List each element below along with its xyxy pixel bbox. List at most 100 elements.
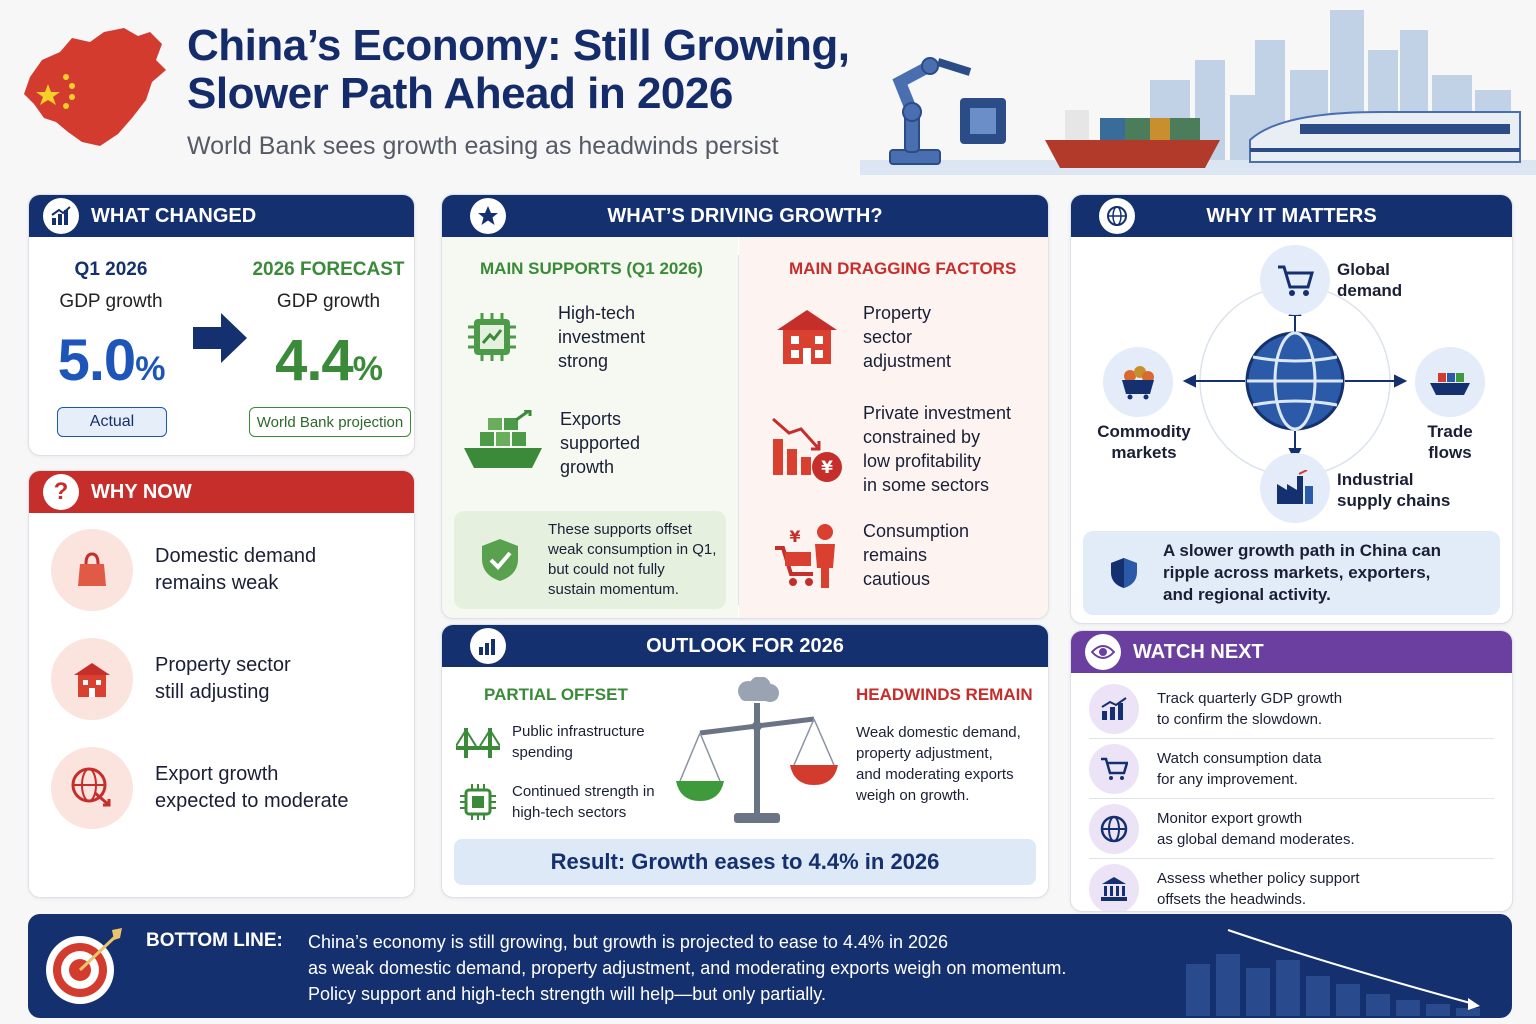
bottom-line-sentence: as weak domestic demand, property adjust…: [308, 958, 1067, 978]
q1-gdp-column: Q1 2026 GDP growth 5.0%: [41, 259, 181, 394]
q1-label: Q1 2026: [74, 259, 148, 280]
watch-next-item: Watch consumption data for any improvemen…: [1089, 739, 1494, 799]
driving-growth-header: WHAT’S DRIVING GROWTH?: [442, 195, 1048, 237]
forecast-label: 2026 FORECAST: [252, 259, 405, 280]
header-title-block: China’s Economy: Still Growing, Slower P…: [187, 22, 907, 161]
supports-heading: MAIN SUPPORTS (Q1 2026): [480, 259, 703, 278]
bullet-train-icon: [1249, 111, 1521, 163]
support-line: strong: [558, 351, 609, 371]
support-line: Exports: [560, 409, 622, 429]
q1-gdp-value: 5.0%: [57, 328, 166, 393]
bottom-line-label: BOTTOM LINE:: [146, 930, 283, 951]
building-icon: [777, 310, 837, 364]
watch-line: Monitor export growth: [1157, 809, 1303, 827]
bridge-icon: [456, 728, 500, 758]
support-item: Exports supported growth: [460, 407, 640, 479]
note-line: A slower growth path in China can: [1163, 541, 1442, 560]
driving-growth-card: WHAT’S DRIVING GROWTH? MAIN SUPPORTS (Q1…: [441, 194, 1049, 619]
watch-next-card: WATCH NEXT Track quarterly GDP growth to …: [1070, 630, 1513, 912]
node-commodity-markets: Commodity markets: [1097, 422, 1191, 462]
right-arrow-icon: [193, 313, 247, 363]
bottom-line-text: China’s economy is still growing, but gr…: [308, 929, 1148, 1007]
headwinds-line: property adjustment,: [856, 745, 993, 762]
q1-sub-label: GDP growth: [59, 291, 163, 312]
drag-line: remains: [863, 545, 928, 565]
partial-offset-heading: PARTIAL OFFSET: [484, 685, 628, 704]
node-trade-flows: Trade flows: [1427, 422, 1473, 462]
why-now-line: Export growth: [155, 763, 279, 785]
forecast-gdp-column: 2026 FORECAST GDP growth 4.4%: [251, 259, 406, 394]
page-subtitle: World Bank sees growth easing as headwin…: [187, 132, 779, 160]
why-it-matters-header: WHY IT MATTERS: [1071, 195, 1512, 237]
robot-arm-icon: [889, 57, 972, 165]
drag-line: low profitability: [863, 451, 982, 471]
watch-line: Assess whether policy support: [1157, 870, 1360, 887]
support-line: supported: [560, 433, 641, 453]
chip-chart-icon: [468, 313, 516, 361]
connection-diagram: [1182, 285, 1408, 477]
central-globe-icon: [1245, 331, 1345, 431]
offset-line: spending: [512, 744, 573, 761]
why-now-header: ? WHY NOW: [29, 471, 414, 513]
drag-item: Property sector adjustment: [773, 301, 951, 373]
svg-text:¥: ¥: [821, 458, 833, 478]
shield-icon: [1111, 558, 1137, 588]
drag-line: sector: [863, 327, 913, 347]
headwinds-text: Weak domestic demand, property adjustmen…: [856, 722, 1021, 806]
drag-item: ¥ Consumption remains cautious: [773, 519, 969, 591]
headwinds-line: Weak domestic demand,: [856, 724, 1021, 741]
support-line: High-tech: [558, 303, 636, 323]
why-now-title: WHY NOW: [91, 480, 192, 503]
driving-growth-title: WHAT’S DRIVING GROWTH?: [607, 204, 883, 227]
watch-next-title: WATCH NEXT: [1133, 640, 1264, 663]
offset-item: Public infrastructure spending: [456, 721, 645, 763]
panel-divider: [738, 255, 739, 605]
offset-line: Public infrastructure: [512, 723, 645, 740]
question-mark-icon: ?: [43, 474, 79, 510]
note-line: but could not fully: [548, 561, 665, 578]
why-now-line: expected to moderate: [155, 790, 349, 812]
note-line: weak consumption in Q1,: [548, 541, 717, 558]
cargo-ship-icon: [464, 410, 542, 468]
dragging-heading: MAIN DRAGGING FACTORS: [789, 259, 1017, 278]
what-changed-title: WHAT CHANGED: [91, 204, 257, 227]
cart-icon: [1260, 245, 1330, 315]
drag-line: in some sectors: [863, 475, 990, 495]
drag-line: cautious: [863, 569, 931, 589]
why-it-matters-card: WHY IT MATTERS Global demand Commodity mar…: [1070, 194, 1513, 624]
drag-item: ¥ Private investment constrained by low pr…: [771, 401, 1011, 497]
watch-line: to confirm the slowdown.: [1157, 710, 1323, 728]
watch-line: for any improvement.: [1157, 770, 1298, 788]
why-now-line: Domestic demand: [155, 545, 317, 567]
bar-chart-icon: [470, 628, 506, 664]
supports-panel: MAIN SUPPORTS (Q1 2026) High-tech investm…: [442, 237, 738, 618]
globe-down-icon: [51, 747, 133, 829]
target-arrow-icon: [46, 928, 122, 1004]
factory-icon: [1260, 453, 1330, 523]
title-line-2: Slower Path Ahead in 2026: [187, 69, 733, 118]
globe-icon: [1089, 803, 1139, 854]
trade-ship-icon: [1415, 347, 1485, 417]
institution-icon: [1089, 864, 1139, 911]
offset-line: Continued strength in: [512, 783, 655, 800]
support-item: High-tech investment strong: [464, 301, 645, 373]
why-now-line: still adjusting: [155, 681, 270, 703]
drag-line: adjustment: [863, 351, 952, 371]
chip-icon: [960, 98, 1006, 144]
what-changed-header: WHAT CHANGED: [29, 195, 414, 237]
what-changed-card: WHAT CHANGED Q1 2026 GDP growth 5.0% 202…: [28, 194, 415, 456]
watch-next-item: Assess whether policy support offsets the…: [1089, 859, 1494, 911]
trend-chart-icon: [43, 198, 79, 234]
why-now-item: Property sector still adjusting: [51, 638, 291, 720]
outlook-card: OUTLOOK FOR 2026 PARTIAL OFFSET Public i…: [441, 624, 1049, 898]
bottom-line-banner: BOTTOM LINE: China’s economy is still gr…: [28, 914, 1512, 1018]
support-line: growth: [560, 457, 615, 477]
why-now-line: remains weak: [155, 572, 279, 594]
outlook-result: Result: Growth eases to 4.4% in 2026: [454, 839, 1036, 885]
outlook-title: OUTLOOK FOR 2026: [646, 634, 844, 657]
note-line: These supports offset: [548, 521, 692, 538]
watch-line: Track quarterly GDP growth: [1157, 689, 1343, 707]
watch-next-item: Track quarterly GDP growth to confirm the…: [1089, 679, 1494, 739]
city-industry-illustration: [860, 10, 1536, 175]
watch-next-item: Monitor export growth as global demand mo…: [1089, 799, 1494, 859]
